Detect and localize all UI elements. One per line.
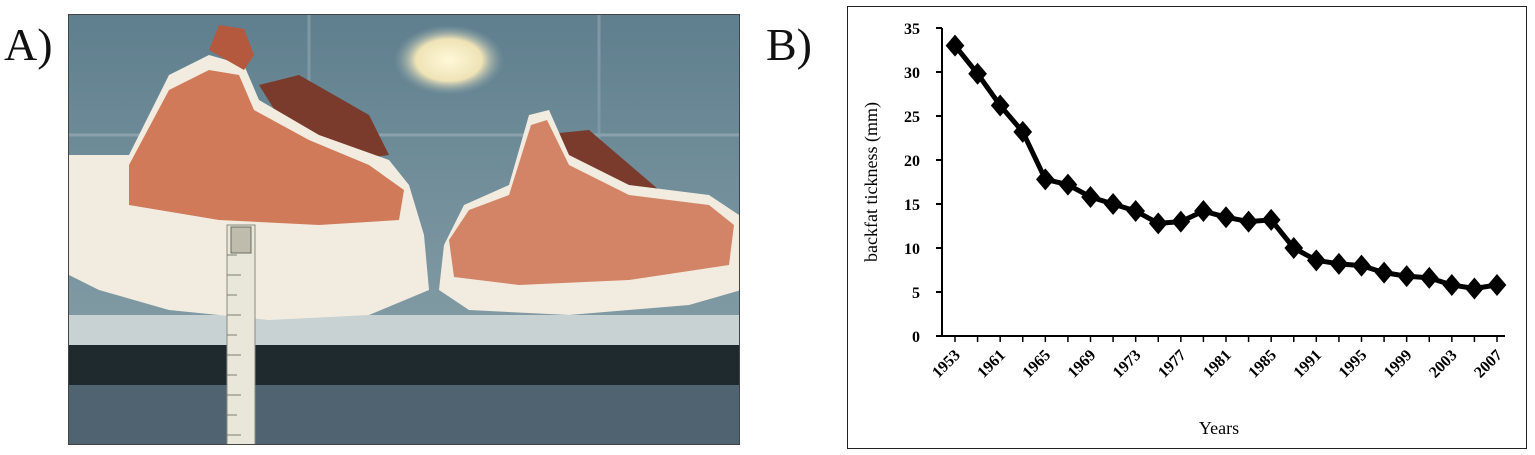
data-point [1261,208,1281,231]
x-tick-label: 1969 [1065,347,1100,382]
data-point [1329,252,1349,275]
series-line [953,44,1498,291]
data-point [1352,254,1371,277]
y-tick-label: 30 [904,65,920,82]
x-tick-label: 2007 [1471,347,1506,382]
data-point [1216,206,1236,229]
x-tick-label: 1965 [1020,347,1055,382]
data-point [1103,193,1123,215]
y-tick-label: 25 [904,109,920,126]
chart-frame [847,6,1527,449]
data-point [1397,265,1417,288]
x-tick-label: 1977 [1155,347,1190,382]
data-point [1306,249,1326,272]
y-tick-label: 5 [912,285,920,302]
data-point [1239,210,1258,233]
data-point [1374,261,1394,284]
panel-b-label: B) [766,19,812,70]
x-tick-label: 1995 [1336,347,1371,382]
data-point [1442,273,1462,296]
y-ticks: 0 5 10 15 20 25 30 35 [904,21,942,346]
data-point [1081,185,1100,208]
data-point [945,34,965,57]
x-tick-label: 2003 [1426,347,1461,382]
x-tick-label: 1981 [1200,347,1235,382]
series-markers [945,34,1507,300]
x-tick-label: 1961 [974,347,1009,382]
data-point [1419,266,1439,289]
pork-chop-photo [68,14,740,445]
panel-a-label: A) [4,19,53,70]
data-point [1171,210,1191,233]
data-point [1465,277,1484,300]
data-point [1126,200,1146,223]
x-tick-label: 1991 [1291,347,1326,382]
y-tick-label: 0 [912,329,920,346]
y-tick-label: 10 [904,241,920,258]
x-tick-label: 1953 [929,347,964,382]
y-tick-label: 15 [904,197,920,214]
x-tick-label: 1985 [1245,347,1280,382]
data-point [1194,200,1213,223]
x-tick-label: 1973 [1110,347,1145,382]
y-tick-label: 20 [904,153,920,170]
data-point [1035,168,1055,191]
x-ticks: 1953 1961 1965 1969 1973 1977 1981 1985 1991 1995… [929,336,1506,381]
data-point [1058,173,1078,196]
data-point [1487,273,1507,296]
y-tick-label: 35 [904,21,920,38]
x-tick-label: 1999 [1381,347,1416,382]
y-axis-title: backfat tickness (mm) [861,102,882,262]
x-axis-title: Years [1199,418,1239,438]
data-point [1148,212,1168,235]
